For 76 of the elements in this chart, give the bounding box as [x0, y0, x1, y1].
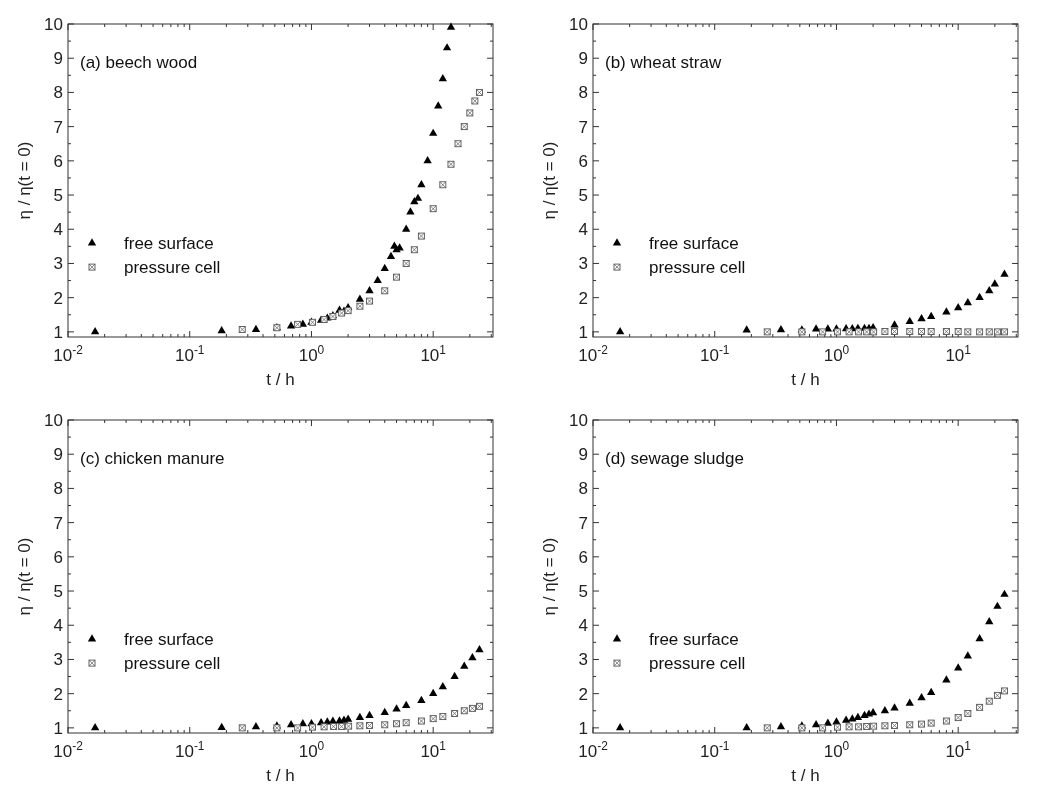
- legend-label: pressure cell: [124, 654, 221, 674]
- x-tick-label: 10$^{-1}$: [174, 343, 205, 365]
- y-axis-title: η / η(t = 0): [15, 537, 34, 616]
- legend-label: free surface: [124, 234, 214, 254]
- y-tick-label: 8: [53, 83, 63, 103]
- y-tick-label: 10: [44, 14, 63, 34]
- annotation: (b) wheat straw: [605, 53, 722, 72]
- y-tick-label: 2: [578, 288, 588, 308]
- x-tick-label: 10$^{-1}$: [699, 343, 730, 365]
- x-tick-label: 10$^{0}$: [298, 343, 325, 365]
- legend-label: free surface: [649, 630, 739, 650]
- y-tick-label: 10: [569, 410, 588, 430]
- x-tick-label: 10$^{0}$: [298, 739, 325, 761]
- y-tick-label: 6: [578, 151, 588, 171]
- y-tick-label: 5: [578, 581, 588, 601]
- legend-label: pressure cell: [649, 654, 746, 674]
- y-tick-label: 4: [578, 616, 588, 636]
- y-tick-label: 5: [578, 185, 588, 205]
- y-tick-label: 7: [53, 513, 63, 533]
- y-axis-title: η / η(t = 0): [15, 141, 34, 220]
- y-tick-label: 1: [53, 322, 63, 342]
- x-axis-title: t / h: [266, 766, 295, 785]
- y-tick-label: 9: [578, 49, 588, 69]
- y-tick-label: 1: [578, 322, 588, 342]
- y-tick-label: 2: [578, 684, 588, 704]
- y-tick-label: 9: [53, 445, 63, 465]
- legend-label: free surface: [124, 630, 214, 650]
- x-tick-label: 10$^{1}$: [945, 343, 972, 365]
- y-tick-label: 3: [53, 650, 63, 670]
- y-tick-label: 4: [53, 616, 63, 636]
- x-tick-label: 10$^{1}$: [420, 739, 447, 761]
- y-tick-label: 10: [44, 410, 63, 430]
- x-tick-label: 10$^{-2}$: [53, 343, 84, 365]
- x-tick-label: 10$^{1}$: [945, 739, 972, 761]
- x-tick-label: 10$^{1}$: [420, 343, 447, 365]
- y-tick-label: 4: [53, 220, 63, 240]
- y-tick-label: 7: [578, 513, 588, 533]
- legend-label: pressure cell: [124, 258, 221, 278]
- legend-label: free surface: [649, 234, 739, 254]
- y-tick-label: 9: [53, 49, 63, 69]
- y-tick-label: 10: [569, 14, 588, 34]
- y-tick-label: 2: [53, 288, 63, 308]
- y-tick-label: 3: [578, 650, 588, 670]
- y-tick-label: 1: [578, 718, 588, 738]
- y-tick-label: 4: [578, 220, 588, 240]
- legend-label: pressure cell: [649, 258, 746, 278]
- y-tick-label: 6: [578, 547, 588, 567]
- annotation: (a) beech wood: [80, 53, 198, 72]
- y-tick-label: 8: [53, 479, 63, 499]
- y-tick-label: 2: [53, 684, 63, 704]
- y-tick-label: 6: [53, 151, 63, 171]
- y-tick-label: 6: [53, 547, 63, 567]
- y-tick-label: 8: [578, 83, 588, 103]
- y-axis-title: η / η(t = 0): [540, 537, 559, 616]
- y-tick-label: 7: [53, 117, 63, 137]
- x-tick-label: 10$^{-2}$: [53, 739, 84, 761]
- y-tick-label: 8: [578, 479, 588, 499]
- x-axis-title: t / h: [791, 370, 820, 389]
- y-tick-label: 1: [53, 718, 63, 738]
- y-tick-label: 7: [578, 117, 588, 137]
- x-tick-label: 10$^{-1}$: [699, 739, 730, 761]
- y-tick-label: 3: [53, 254, 63, 274]
- x-tick-label: 10$^{-2}$: [578, 343, 609, 365]
- y-axis-title: η / η(t = 0): [540, 141, 559, 220]
- x-tick-label: 10$^{-1}$: [174, 739, 205, 761]
- x-tick-label: 10$^{0}$: [823, 343, 850, 365]
- x-tick-label: 10$^{-2}$: [578, 739, 609, 761]
- y-tick-label: 5: [53, 581, 63, 601]
- annotation: (c) chicken manure: [80, 449, 225, 468]
- y-tick-label: 9: [578, 445, 588, 465]
- annotation: (d) sewage sludge: [605, 449, 744, 468]
- x-axis-title: t / h: [791, 766, 820, 785]
- x-axis-title: t / h: [266, 370, 295, 389]
- y-tick-label: 5: [53, 185, 63, 205]
- y-tick-label: 3: [578, 254, 588, 274]
- x-tick-label: 10$^{0}$: [823, 739, 850, 761]
